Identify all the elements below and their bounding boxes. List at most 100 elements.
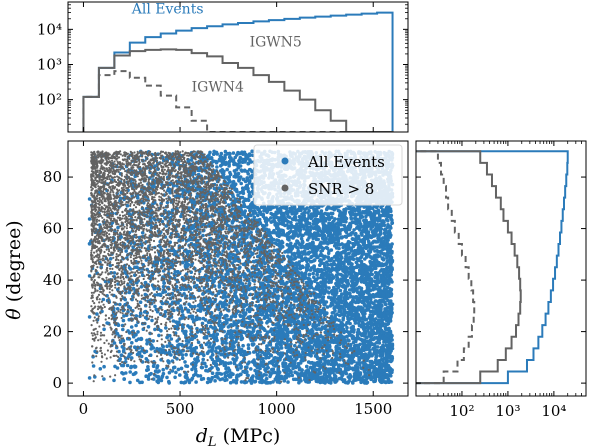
top-annotation-igwn4: IGWN4 [192, 80, 244, 96]
scatter-point-all-events [135, 378, 140, 383]
scatter-point-all-events [102, 327, 106, 332]
scatter-point-all-events [225, 167, 229, 172]
scatter-point-all-events [380, 357, 384, 362]
top-x-ticks [82, 2, 374, 132]
top-step-igwn5 [82, 48, 394, 132]
scatter-point-all-events [144, 357, 149, 361]
scatter-point-all-events [341, 245, 346, 250]
top-y-ticks: 10² 10³ 10⁴ [37, 4, 408, 125]
scatter-point-all-events [233, 155, 237, 160]
top-y-tick-label: 10³ [37, 55, 62, 73]
scatter-point-all-events [95, 312, 99, 316]
scatter-point-all-events [366, 303, 371, 307]
scatter-point-all-events [327, 291, 331, 295]
scatter-point-all-events [230, 221, 235, 225]
top-step-all-events [82, 11, 394, 132]
scatter-point-all-events [246, 373, 250, 378]
scatter-point-all-events [240, 160, 245, 164]
scatter-point-all-events [224, 341, 228, 345]
scatter-point-all-events [338, 288, 343, 293]
scatter-point-all-events [174, 370, 178, 375]
scatter-point-all-events [314, 277, 319, 282]
scatter-point-all-events [201, 357, 205, 362]
scatter-point-all-events [239, 380, 244, 384]
scatter-point-all-events [196, 340, 201, 345]
scatter-point-all-events [138, 300, 143, 305]
scatter-point-all-events [246, 198, 251, 203]
scatter-point-all-events [172, 308, 176, 313]
scatter-point-all-events [323, 288, 328, 293]
scatter-point-all-events [246, 161, 251, 165]
scatter-point-all-events [121, 318, 126, 323]
scatter-point-all-events [153, 304, 157, 309]
scatter-point-all-events [157, 333, 161, 338]
scatter-point-all-events [239, 168, 243, 172]
scatter-point-all-events [169, 337, 174, 341]
scatter-point-all-events [140, 380, 144, 385]
scatter-point-all-events [305, 317, 310, 321]
top-axes-frame [67, 1, 409, 133]
scatter-point-all-events [280, 279, 285, 284]
scatter-point-all-events [345, 325, 349, 330]
top-annotation-igwn5: IGWN5 [250, 35, 302, 51]
scatter-point-all-events [121, 327, 125, 332]
top-histogram-steps [82, 11, 394, 132]
scatter-point-all-events [146, 325, 151, 329]
scatter-point-all-events [293, 242, 298, 246]
scatter-point-all-events [98, 367, 103, 371]
scatter-point-all-events [180, 353, 185, 357]
scatter-point-all-events [124, 249, 128, 253]
scatter-point-all-events [306, 360, 311, 364]
scatter-point-all-events [105, 321, 109, 325]
scatter-point-all-events [102, 377, 106, 381]
scatter-point-all-events [209, 324, 213, 329]
scatter-point-all-events [117, 349, 121, 354]
scatter-point-all-events [128, 380, 132, 385]
scatter-point-all-events [207, 345, 211, 349]
scatter-point-all-events [102, 364, 106, 369]
scatter-point-all-events [164, 326, 168, 330]
scatter-point-all-events [183, 360, 187, 364]
scatter-point-all-events [314, 326, 318, 331]
scatter-point-all-events [316, 237, 321, 242]
scatter-point-all-events [208, 150, 212, 155]
scatter-point-all-events [228, 380, 233, 385]
scatter-point-all-events [326, 212, 330, 216]
scatter-point-all-events [324, 245, 329, 250]
scatter-point-all-events [290, 373, 295, 378]
scatter-point-all-events [252, 247, 257, 251]
scatter-points [87, 149, 395, 385]
scatter-point-all-events [302, 212, 306, 216]
scatter-point-all-events [115, 307, 120, 311]
top-y-tick-label: 10² [37, 91, 62, 109]
scatter-point-all-events [320, 248, 325, 253]
scatter-point-all-events [150, 318, 154, 323]
scatter-point-all-events [184, 352, 188, 357]
top-step-igwn4 [82, 70, 394, 132]
scatter-point-all-events [347, 379, 352, 383]
scatter-point-all-events [184, 272, 189, 276]
top-y-tick-label: 10⁴ [37, 20, 62, 38]
scatter-point-all-events [167, 370, 172, 375]
scatter-point-all-events [130, 341, 134, 345]
scatter-point-all-events [215, 165, 219, 169]
scatter-point-all-events [286, 254, 290, 259]
scatter-point-all-events [269, 353, 274, 358]
scatter-point-all-events [180, 356, 185, 361]
scatter-point-all-events [213, 374, 217, 379]
scatter-point-all-events [210, 371, 215, 376]
scatter-point-all-events [179, 380, 184, 385]
scatter-point-all-events [165, 344, 169, 349]
scatter-point-all-events [172, 365, 177, 370]
scatter-point-all-events [173, 375, 177, 380]
scatter-point-all-events [253, 379, 258, 384]
scatter-point-all-events [136, 330, 140, 334]
scatter-point-all-events [308, 228, 312, 233]
scatter-point-all-events [206, 341, 210, 345]
scatter-point-all-events [87, 274, 92, 278]
scatter-point-all-events [161, 367, 165, 372]
